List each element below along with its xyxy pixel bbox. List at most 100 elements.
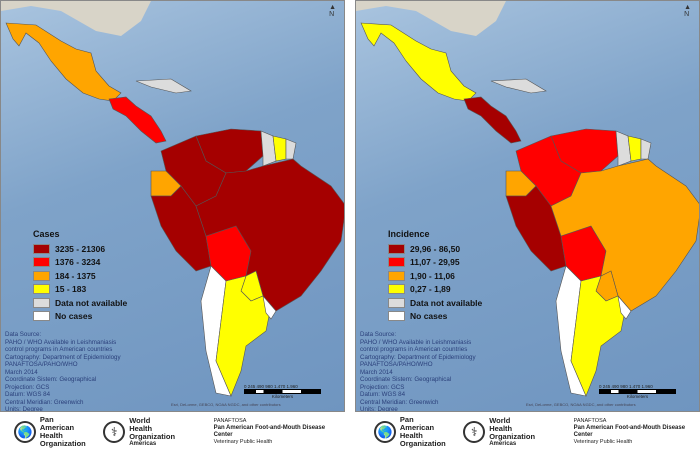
scale-unit: Kilometers xyxy=(271,394,294,399)
country-brazil xyxy=(550,158,699,312)
legend-label: 184 - 1375 xyxy=(55,270,96,281)
scale-ticks: 0 245 490 980 1.470 1.960 xyxy=(244,384,298,389)
country-central-america xyxy=(108,96,167,144)
legend-item: 184 - 1375 xyxy=(33,269,127,283)
paho-logo: 🌎 Pan American Health Organization xyxy=(374,416,449,448)
legend-item: No cases xyxy=(388,310,482,324)
panaftosa-name: Pan American Foot-and-Mouth Disease Cent… xyxy=(213,425,326,438)
country-uruguay xyxy=(262,294,277,320)
incidence-map: Incidence 29,96 - 86,50 11,07 - 29,95 1,90 … xyxy=(355,0,700,412)
source-line: Cartography: Department of Epidemiology xyxy=(5,353,121,361)
who-logo: ⚕ World Health Organization Americas xyxy=(463,417,559,447)
legend-swatch xyxy=(33,297,50,308)
country-mexico xyxy=(5,22,122,102)
legend-swatch xyxy=(33,270,50,281)
map-credits: Esri, DeLorme, GEBCO, NOAA NGDC, and oth… xyxy=(171,402,281,407)
country-guyana xyxy=(260,130,277,167)
source-line: Data Source: xyxy=(5,331,42,338)
country-uruguay xyxy=(617,294,632,320)
country-caribbean xyxy=(135,78,192,94)
legend-swatch xyxy=(388,297,405,308)
source-line: control programs in American countries xyxy=(360,346,468,353)
map-credits: Esri, DeLorme, GEBCO, NOAA NGDC, and oth… xyxy=(526,402,636,407)
source-line: Units: Degree xyxy=(360,406,398,412)
scale-ticks: 0 245 490 980 1.470 1.960 xyxy=(599,384,653,389)
legend-swatch xyxy=(388,284,405,295)
legend-item: 11,07 - 29,95 xyxy=(388,256,482,270)
country-argentina xyxy=(570,275,627,397)
country-caribbean xyxy=(490,78,547,94)
panaftosa-logo: PANAFTOSA Pan American Foot-and-Mouth Dis… xyxy=(574,418,700,446)
legend-item: Data not available xyxy=(388,296,482,310)
who-emblem-icon: ⚕ xyxy=(463,421,486,443)
source-line: PANAFTOSA/PAHO/WHO xyxy=(360,361,433,368)
legend-title: Incidence xyxy=(388,229,430,239)
legend-title: Cases xyxy=(33,229,60,239)
legend-item: 3235 - 21306 xyxy=(33,242,127,256)
legend-item: 0,27 - 1,89 xyxy=(388,283,482,297)
data-source: Data Source: PAHO / WHO Available in Leis… xyxy=(360,331,476,412)
source-line: Datum: WGS 84 xyxy=(360,391,406,398)
source-line: Central Meridian: Greenwich xyxy=(5,398,84,406)
who-name: World Health Organization xyxy=(489,416,536,441)
country-guyana xyxy=(615,130,632,167)
country-french-guiana xyxy=(640,138,652,160)
north-arrow-icon: ▲ N xyxy=(329,4,336,18)
source-line: Projection: GCS xyxy=(5,383,50,391)
legend-swatch xyxy=(33,311,50,322)
source-line: control programs in American countries xyxy=(5,346,113,353)
panaftosa-logo: PANAFTOSA Pan American Foot-and-Mouth Dis… xyxy=(214,418,345,446)
legend-item: 1376 - 3234 xyxy=(33,256,127,270)
land-usa xyxy=(1,1,151,36)
source-line: Projection: GCS xyxy=(360,383,405,391)
footer-logos: 🌎 Pan American Health Organization ⚕ World… xyxy=(0,414,345,450)
data-source: Data Source: PAHO / WHO Available in Leis… xyxy=(5,331,121,411)
legend-label: No cases xyxy=(410,311,448,322)
source-line: PAHO / WHO Available in Leishmaniasis xyxy=(360,338,472,346)
legend-label: Data not available xyxy=(410,297,483,308)
legend-label: No cases xyxy=(55,311,93,322)
legend-swatch xyxy=(33,257,50,268)
who-region: Americas xyxy=(489,441,517,447)
legend-swatch xyxy=(33,243,50,254)
legend-label: Data not available xyxy=(55,297,128,308)
north-arrow-icon: ▲ N xyxy=(684,4,691,18)
who-name: World Health Organization xyxy=(129,416,176,441)
legend-label: 1,90 - 11,06 xyxy=(410,270,455,281)
who-emblem-icon: ⚕ xyxy=(103,421,126,443)
country-argentina xyxy=(215,275,272,397)
legend-label: 29,96 - 86,50 xyxy=(410,243,461,254)
scale-bar: 0 245 490 980 1.470 1.960 Kilometers xyxy=(244,384,321,399)
map-countries xyxy=(356,1,699,397)
source-line: Coordinate Sistem: Geographical xyxy=(360,376,452,383)
scale-unit: Kilometers xyxy=(626,394,649,399)
source-line: Coordinate Sistem: Geographical xyxy=(5,376,97,383)
legend-label: 3235 - 21306 xyxy=(55,243,106,254)
country-brazil xyxy=(195,158,344,312)
legend-swatch xyxy=(388,257,405,268)
source-line: PANAFTOSA/PAHO/WHO xyxy=(5,361,78,368)
legend-item: Data not available xyxy=(33,296,127,310)
legend-item: No cases xyxy=(33,310,127,324)
legend-swatch xyxy=(33,284,50,295)
source-line: Cartography: Department of Epidemiology xyxy=(360,353,476,361)
legend: Incidence 29,96 - 86,50 11,07 - 29,95 1,90 … xyxy=(388,229,482,323)
scale-bar: 0 245 490 980 1.470 1.960 Kilometers xyxy=(599,384,676,399)
legend-label: 11,07 - 29,95 xyxy=(410,257,460,268)
land-usa xyxy=(356,1,506,36)
panaftosa-sub: Veterinary Public Health xyxy=(573,439,633,445)
legend-label: 15 - 183 xyxy=(55,284,87,295)
legend-swatch xyxy=(388,270,405,281)
source-line: PAHO / WHO Available in Leishmaniasis xyxy=(5,338,117,346)
source-line: Central Meridian: Greenwich xyxy=(360,398,439,406)
panaftosa-acronym: PANAFTOSA xyxy=(213,418,247,424)
legend: Cases 3235 - 21306 1376 - 3234 184 - 1375 15… xyxy=(33,229,127,323)
source-line: Data Source: xyxy=(360,331,397,338)
legend-label: 1376 - 3234 xyxy=(55,257,101,268)
source-line: March 2014 xyxy=(360,368,393,376)
footer-logos: 🌎 Pan American Health Organization ⚕ World… xyxy=(360,414,700,450)
legend-label: 0,27 - 1,89 xyxy=(410,284,451,295)
country-central-america xyxy=(463,96,522,144)
panaftosa-sub: Veterinary Public Health xyxy=(213,439,273,445)
source-line: March 2014 xyxy=(5,368,38,376)
